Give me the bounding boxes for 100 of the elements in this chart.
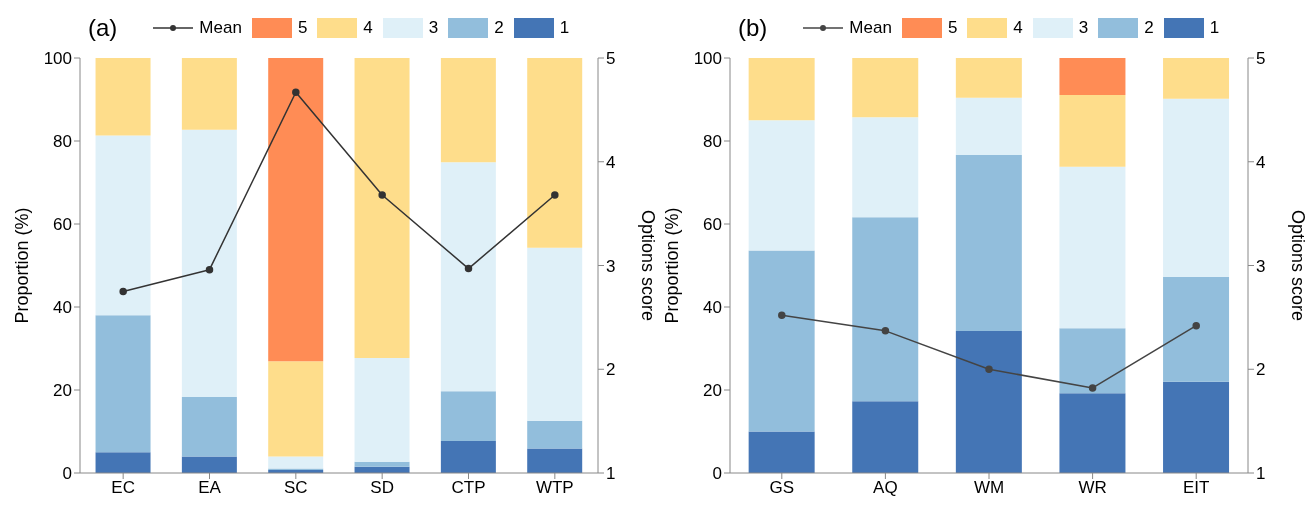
legend-label: 2 [1144,18,1154,38]
y2-tick-label: 3 [1256,256,1266,276]
x-tick-label: GS [769,478,795,498]
point [985,365,993,373]
y-tick-label: 0 [712,464,722,484]
x-tick-label: EC [111,478,135,498]
bar [440,162,496,392]
x-tick-label: WR [1078,478,1107,498]
bar [1059,58,1126,95]
bar [354,461,410,467]
y2-tick-label: 5 [606,49,616,69]
y-tick-label: 40 [53,298,72,318]
bar [748,250,815,432]
point [881,327,890,335]
point [119,287,127,296]
bar [440,58,496,163]
legend-label: 5 [947,18,958,38]
y-tick-label: 0 [62,464,72,484]
legend-label: 3 [1078,18,1089,38]
y2-tick-label: 4 [606,152,616,172]
point [292,88,300,96]
legend-label: 2 [494,18,504,38]
y2-tick-label: 3 [606,256,616,276]
bar [268,361,324,457]
bar [852,401,919,473]
y2-tick-label: 5 [1256,49,1266,69]
bar [95,135,151,316]
y-tick-label: 40 [703,298,722,318]
x-tick-label: EA [198,478,222,498]
point [1088,384,1097,392]
chart-title: (b) [738,14,768,42]
y-tick-label: 100 [693,49,722,69]
bar [354,58,410,359]
legend-label: 4 [1013,18,1023,38]
x-tick-label: WM [973,478,1005,498]
x-tick-label: AQ [873,478,898,498]
bar [527,247,583,421]
y-axis-title: Proportion (%) [12,207,33,324]
point [778,311,786,320]
y2-axis-title: Options score [637,209,658,322]
x-tick-label: SD [370,478,394,498]
chart-title: (a) [88,14,118,42]
bar [527,448,583,473]
bar [852,217,919,402]
bar [1163,58,1230,99]
bar [527,420,583,449]
bar [268,456,324,469]
bar [1163,381,1230,473]
bar [852,58,919,118]
bar [1059,94,1126,167]
bar [181,129,237,398]
point [378,191,386,199]
y-axis-title: Proportion (%) [662,207,683,324]
bar [354,358,410,462]
bar [955,58,1022,98]
y-tick-label: 20 [53,381,72,401]
bar [1163,276,1230,382]
x-tick-label: CTP [451,478,486,498]
legend-label: 3 [428,18,439,38]
bar [527,58,583,248]
point [551,191,559,199]
y2-tick-label: 1 [1256,464,1266,484]
legend-label: 4 [363,18,373,38]
y-tick-label: 20 [703,381,722,401]
bar [181,397,237,457]
bar [440,441,496,473]
legend-label: 1 [559,18,570,38]
bar [95,315,151,453]
bar [181,456,237,473]
bar [1163,98,1230,277]
y-tick-label: 60 [703,215,722,235]
y-tick-label: 100 [43,49,72,69]
y2-tick-label: 2 [606,360,616,380]
point [464,264,473,273]
bar [268,58,324,362]
bar [852,117,919,218]
bar [1059,166,1126,329]
bar [955,155,1022,332]
bar [1059,393,1126,473]
x-tick-label: WTP [535,478,574,498]
y2-tick-label: 4 [1256,152,1266,172]
point [1192,321,1200,330]
y-tick-label: 80 [703,132,722,152]
bar [748,120,815,251]
bar [181,58,237,130]
bar [955,97,1022,156]
y-tick-label: 60 [53,215,72,235]
y2-axis-title: Options score [1287,209,1308,322]
legend-label: Mean [199,18,242,38]
legend-label: Mean [849,18,892,38]
bar [1059,328,1126,394]
bar [955,331,1022,473]
y-tick-label: 80 [53,132,72,152]
bar [440,391,496,442]
bar [748,58,815,121]
legend-label: 1 [1209,18,1220,38]
x-tick-label: SC [284,478,308,498]
bar [748,431,815,473]
bar [95,452,151,473]
x-tick-label: EIT [1182,478,1210,498]
